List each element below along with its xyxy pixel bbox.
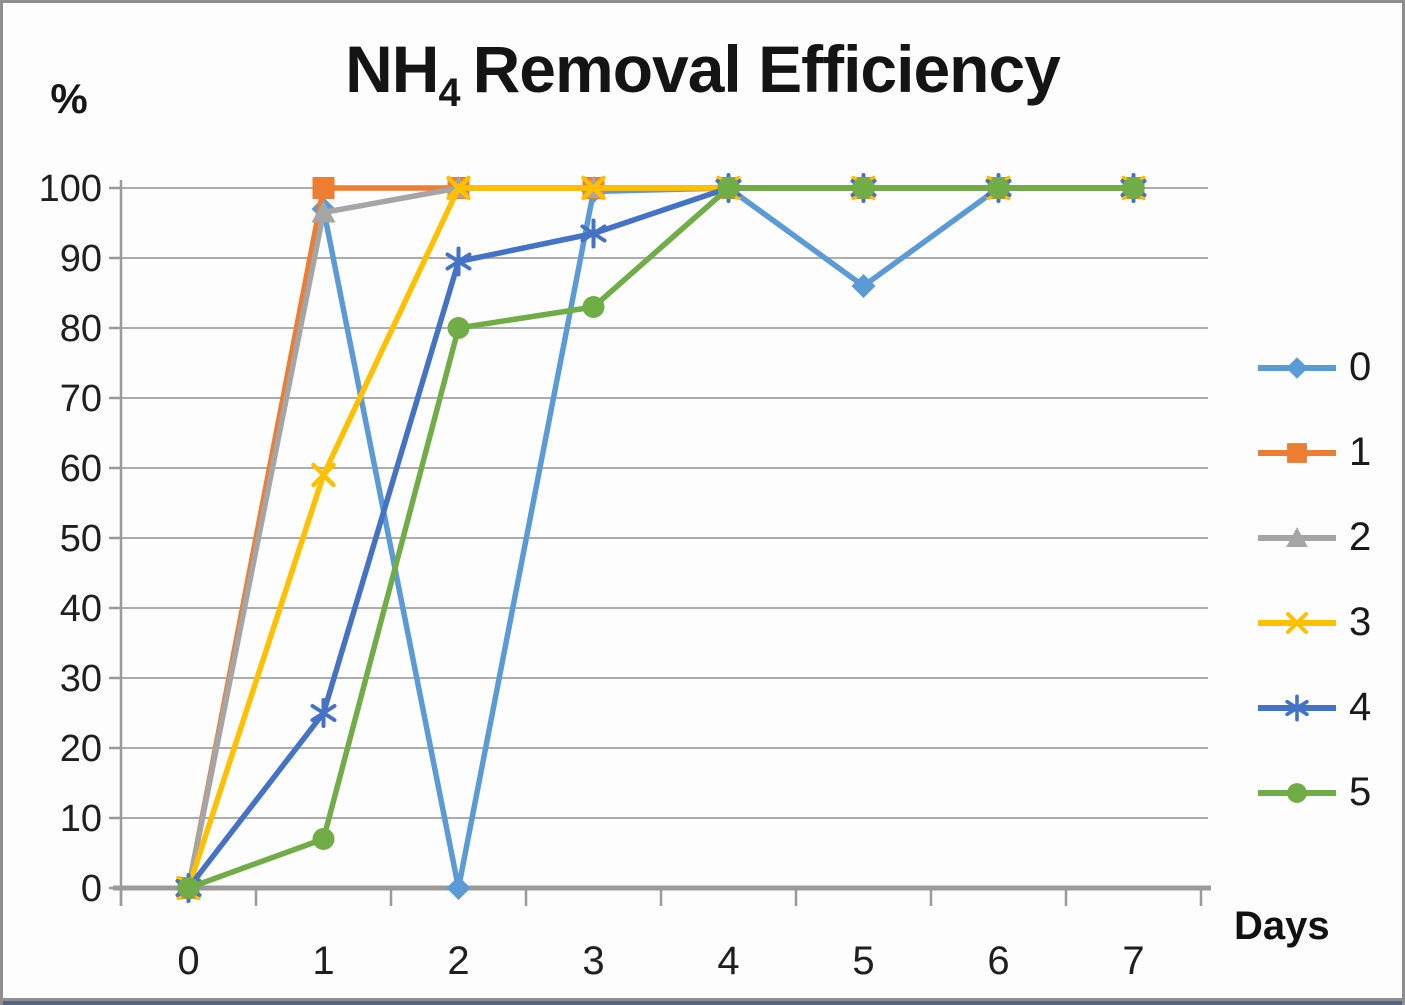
data-point-marker-circle [852, 177, 875, 199]
data-point-marker-triangle [311, 200, 336, 223]
data-point-marker-triangle [1286, 526, 1308, 547]
legend-diamond-icon [1258, 356, 1336, 379]
data-point-marker-circle [177, 877, 200, 899]
data-point-marker-circle [447, 317, 470, 339]
y-tick-label: 40 [60, 588, 102, 630]
y-axis-unit-label: % [50, 75, 88, 122]
legend-item-4: 4 [1255, 665, 1371, 750]
data-point-marker-asterisk [445, 246, 472, 277]
data-point-marker-x [311, 462, 336, 488]
legend-label: 5 [1349, 770, 1372, 814]
legend-label: 4 [1349, 685, 1372, 729]
x-tick-label: 3 [582, 939, 604, 983]
y-tick-label: 90 [60, 238, 102, 280]
x-tick-label: 0 [177, 939, 199, 983]
legend-x-icon [1258, 611, 1336, 634]
data-point-marker-diamond [446, 876, 471, 900]
window-bottom-edge [3, 998, 1402, 1005]
y-tick-label: 30 [60, 658, 102, 700]
x-tick-label: 5 [852, 939, 874, 983]
legend-asterisk-icon [1258, 693, 1336, 722]
legend: 0 1 2 3 4 5 [1255, 325, 1371, 835]
y-tick-label: 0 [81, 868, 102, 910]
data-point-marker-asterisk [1285, 693, 1309, 722]
legend-item-3: 3 [1255, 580, 1371, 665]
chart-title-main: NH [345, 32, 439, 106]
y-tick-label: 80 [60, 308, 102, 350]
data-point-marker-square [1287, 442, 1307, 463]
y-tick-label: 100 [39, 168, 102, 210]
legend-item-2: 2 [1255, 495, 1371, 580]
legend-label: 3 [1349, 600, 1372, 644]
legend-triangle-icon [1258, 526, 1336, 547]
legend-item-5: 5 [1255, 750, 1371, 835]
chart-title-subscript: 4 [438, 71, 460, 116]
y-tick-label: 20 [60, 728, 102, 770]
series-line-5 [185, 185, 1137, 891]
x-tick-label: 2 [447, 939, 469, 983]
data-point-marker-x [581, 175, 606, 201]
x-tick-label: 1 [312, 939, 334, 983]
data-point-marker-diamond [851, 274, 876, 298]
chart-title: NH4 Removal Efficiency [3, 31, 1402, 113]
legend-item-1: 1 [1255, 410, 1371, 495]
x-tick-label: 4 [717, 939, 739, 983]
data-point-marker-asterisk [580, 218, 607, 249]
data-point-marker-circle [312, 828, 335, 850]
data-point-marker-circle [582, 296, 605, 318]
x-tick-label: 6 [987, 939, 1009, 983]
legend-label: 1 [1349, 430, 1372, 474]
data-point-marker-square [312, 177, 335, 199]
data-point-marker-asterisk [310, 698, 337, 728]
data-point-marker-x [1285, 611, 1309, 634]
data-point-marker-circle [1122, 177, 1145, 199]
y-tick-label: 70 [60, 378, 102, 420]
y-tick-label: 10 [60, 798, 102, 840]
data-point-marker-diamond [1286, 356, 1308, 379]
legend-circle-icon [1258, 782, 1336, 803]
data-point-marker-circle [987, 177, 1010, 199]
legend-square-icon [1258, 442, 1336, 463]
legend-item-0: 0 [1255, 325, 1371, 410]
data-point-marker-circle [717, 177, 740, 199]
y-tick-label: 60 [60, 448, 102, 490]
x-axis-title: Days [1234, 904, 1330, 948]
y-tick-label: 50 [60, 518, 102, 560]
data-point-marker-circle [1287, 782, 1307, 803]
legend-label: 2 [1349, 515, 1372, 559]
legend-label: 0 [1349, 345, 1372, 389]
data-point-marker-x [446, 175, 471, 201]
plot-area: 0 10 20 30 40 50 60 70 80 90 100 0 1 2 3 4 5 6 7 [39, 168, 1211, 983]
x-tick-label: 7 [1122, 939, 1144, 983]
chart-title-rest: Removal Efficiency [472, 32, 1061, 106]
